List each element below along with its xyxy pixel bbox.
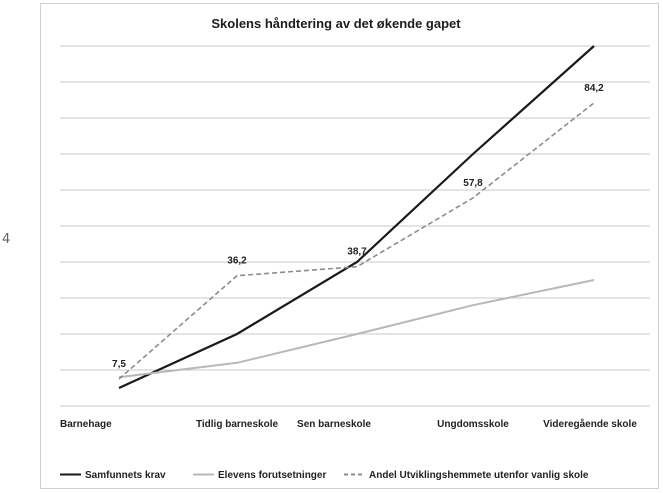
data-labels: 7,5 36,2 38,7 57,8 84,2 [112, 83, 604, 370]
grid [60, 45, 650, 407]
series-line-2 [118, 279, 595, 379]
category-label: Tidlig barneskole [196, 419, 278, 430]
data-label: 36,2 [227, 256, 247, 267]
data-label: 84,2 [584, 83, 604, 94]
data-label: 57,8 [463, 178, 483, 189]
category-label: Videregående skole [543, 418, 637, 430]
data-label: 7,5 [112, 359, 126, 370]
category-label: Ungdomsskole [437, 419, 509, 430]
legend-label: Samfunnets krav [85, 470, 166, 481]
category-label: Barnehage [60, 419, 112, 430]
category-axis: Barnehage Tidlig barneskole Sen barneskole… [60, 418, 637, 430]
side-mark: 4 [2, 232, 11, 247]
category-label: Sen barneskole [297, 419, 371, 430]
chart-title: Skolens håndtering av det økende gapet [211, 16, 461, 31]
series-line-1 [118, 45, 595, 390]
series-line-3 [118, 102, 595, 380]
legend: Samfunnets krav Elevens forutsetninger And… [60, 470, 589, 481]
legend-label: Elevens forutsetninger [218, 470, 326, 481]
series-lines [118, 45, 595, 390]
chart-frame [40, 3, 659, 489]
data-label: 38,7 [347, 247, 367, 258]
legend-label: Andel Utviklingshemmete utenfor vanlig s… [369, 470, 589, 481]
